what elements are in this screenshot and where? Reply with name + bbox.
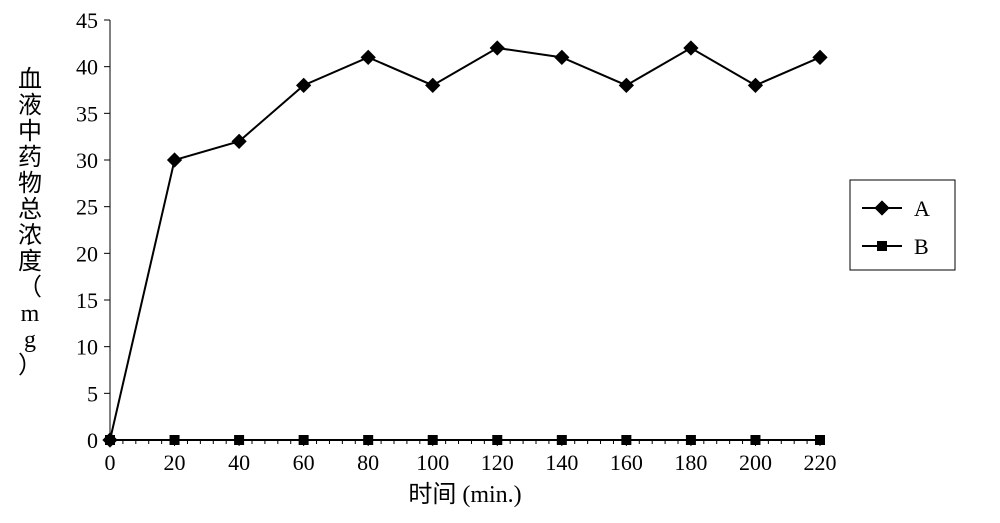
x-tick-label: 40 [228,450,250,475]
x-axis-title: 时间 (min.) [408,481,521,508]
legend-marker [878,242,887,251]
x-tick-label: 60 [293,450,315,475]
y-tick-label: 15 [76,288,98,313]
chart-container: 0 5 10 15 20 25 30 35 40 45 0 20 40 60 80 100 120 140 160 1… [0,0,1000,523]
y-tick-label: 25 [76,195,98,220]
x-tick-label: 120 [481,450,514,475]
series-marker-B [235,436,244,445]
series-marker-A [684,41,698,55]
series-marker-A [813,50,827,64]
y-tick-label: 40 [76,55,98,80]
legend-label: B [914,234,929,259]
series-line-A [110,48,820,440]
series-marker-A [426,78,440,92]
x-tick-label: 160 [610,450,643,475]
legend-marker [875,201,889,215]
y-axis-title-char: 浓 [18,222,42,249]
series-marker-B [816,436,825,445]
y-tick-label: 20 [76,241,98,266]
y-axis-title-char: 药 [18,144,42,171]
y-axis-title-char: 度 [18,248,42,275]
y-axis-title-char: g [24,327,36,353]
y-axis-title-char: 中 [18,118,42,145]
series-marker-A [361,50,375,64]
series-marker-A [490,41,504,55]
chart-svg: 0 5 10 15 20 25 30 35 40 45 0 20 40 60 80 100 120 140 160 1… [0,0,1000,523]
series-marker-A [168,153,182,167]
x-tick-label: 100 [416,450,449,475]
y-axis-title-char: 液 [18,92,42,119]
series-marker-B [493,436,502,445]
x-tick-label: 20 [164,450,186,475]
legend-label: A [914,196,930,221]
y-axis-title-char: 物 [18,170,42,197]
y-tick-label: 10 [76,335,98,360]
series-marker-A [619,78,633,92]
series-marker-B [557,436,566,445]
series-marker-B [428,436,437,445]
x-tick-label: 220 [804,450,837,475]
series-marker-B [170,436,179,445]
y-tick-label: 35 [76,101,98,126]
x-tick-label: 0 [105,450,116,475]
series-marker-B [106,436,115,445]
series-marker-B [751,436,760,445]
legend-box [850,180,955,270]
series-marker-B [686,436,695,445]
y-axis-title-char: ） [18,353,42,379]
series-marker-A [749,78,763,92]
x-tick-label: 200 [739,450,772,475]
y-axis-title-char: m [21,301,40,327]
y-axis-title-char: 总 [18,196,42,223]
y-axis-title-char: 血 [18,66,42,93]
x-tick-label: 180 [674,450,707,475]
series-marker-B [299,436,308,445]
y-tick-label: 30 [76,148,98,173]
y-tick-label: 5 [87,381,98,406]
y-tick-label: 45 [76,8,98,33]
x-tick-label: 80 [357,450,379,475]
series-marker-B [622,436,631,445]
series-marker-B [364,436,373,445]
series-marker-A [555,50,569,64]
x-tick-label: 140 [545,450,578,475]
y-axis-title-char: （ [18,275,42,301]
y-tick-label: 0 [87,428,98,453]
